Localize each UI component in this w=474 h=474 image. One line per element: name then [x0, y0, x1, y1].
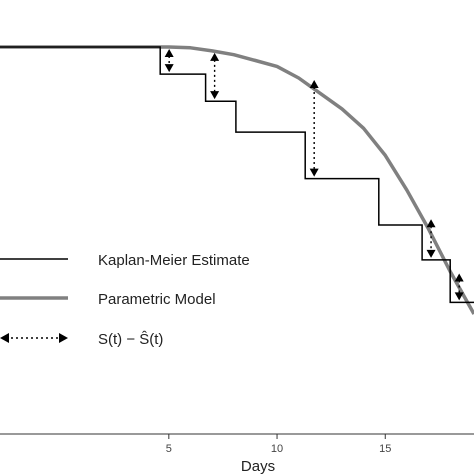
x-ticks: 5 10 15: [166, 434, 391, 455]
parametric-curve: [0, 45, 474, 315]
legend-param-label: Parametric Model: [98, 291, 216, 308]
residual-arrow-3: [309, 79, 319, 177]
legend-km-label: Kaplan-Meier Estimate: [98, 252, 250, 269]
x-tick-label-15: 15: [379, 443, 391, 455]
residual-arrow-2: [210, 52, 220, 100]
legend-diff-arrow-left: [0, 333, 9, 343]
legend-diff-label: S(t) − Ŝ(t): [98, 331, 163, 348]
km-step-line: [0, 46, 474, 304]
x-tick-label-5: 5: [166, 443, 172, 455]
legend-diff-arrow-right: [59, 333, 68, 343]
x-axis-title: Days: [241, 458, 275, 474]
residual-arrow-5: [454, 273, 464, 301]
legend: Kaplan-Meier Estimate Parametric Model S…: [0, 252, 250, 348]
plot-area: [0, 45, 474, 315]
x-tick-label-10: 10: [271, 443, 283, 455]
residual-arrow-1: [164, 49, 174, 73]
residual-arrow-4: [426, 219, 436, 258]
